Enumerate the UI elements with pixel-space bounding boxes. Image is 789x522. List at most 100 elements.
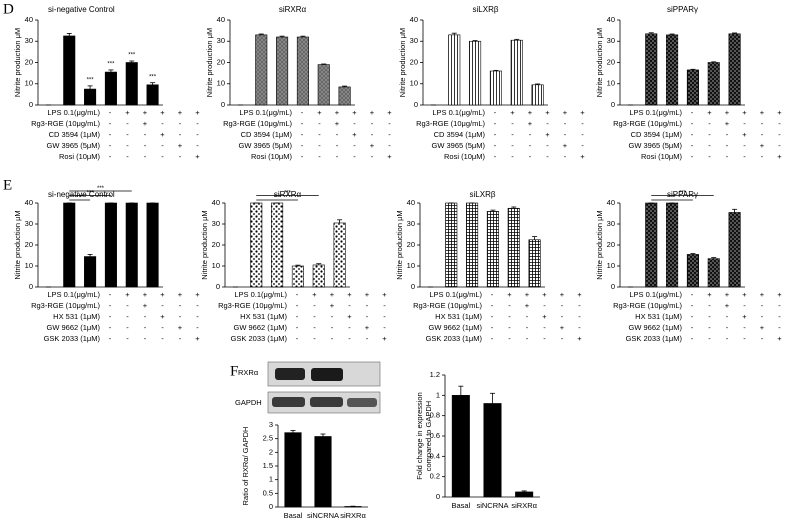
- condition-sign: +: [580, 152, 585, 161]
- condition-sign: -: [708, 323, 711, 332]
- y-tick-label: 0: [221, 100, 225, 109]
- condition-label: GW 9662 (1μM): [234, 323, 288, 332]
- condition-sign: -: [708, 119, 711, 128]
- condition-label: GW 3965 (5μM): [239, 141, 293, 150]
- condition-sign: -: [543, 334, 546, 343]
- bar: [84, 256, 97, 288]
- condition-sign: -: [494, 141, 497, 150]
- condition-sign: -: [581, 130, 584, 139]
- condition-label: Rosi (10μM): [641, 152, 682, 161]
- condition-sign: +: [330, 301, 335, 310]
- condition-label: GSK 2033 (1μM): [44, 334, 101, 343]
- condition-sign: -: [109, 290, 112, 299]
- condition-label: GW 9662 (1μM): [47, 323, 101, 332]
- bar: [515, 491, 534, 498]
- condition-sign: -: [529, 141, 532, 150]
- condition-label: Rosi (10μM): [444, 152, 485, 161]
- bar: [466, 202, 479, 288]
- condition-sign: -: [161, 334, 164, 343]
- y-tick-label: 40: [407, 198, 415, 207]
- condition-label: LPS 0.1(μg/mL): [629, 290, 682, 299]
- bar: [271, 202, 284, 288]
- condition-sign: +: [577, 334, 582, 343]
- y-tick-label: 0.5: [263, 488, 273, 497]
- condition-sign: -: [196, 119, 199, 128]
- bar: [666, 202, 679, 288]
- condition-sign: -: [546, 119, 549, 128]
- condition-sign: -: [726, 312, 729, 321]
- y-tick-label: 0.6: [430, 431, 440, 440]
- condition-sign: -: [691, 130, 694, 139]
- bar: [686, 254, 699, 288]
- condition-sign: -: [301, 108, 304, 117]
- y-axis-label: Nitrite production μM: [395, 210, 404, 279]
- condition-sign: -: [508, 312, 511, 321]
- condition-sign: +: [365, 323, 370, 332]
- condition-sign: -: [144, 323, 147, 332]
- y-tick-label: 0: [29, 282, 33, 291]
- condition-sign: -: [161, 119, 164, 128]
- condition-sign: +: [143, 290, 148, 299]
- condition-sign: -: [366, 312, 369, 321]
- condition-sign: -: [581, 141, 584, 150]
- condition-sign: +: [143, 301, 148, 310]
- y-tick-label: 1: [436, 390, 440, 399]
- condition-sign: -: [778, 141, 781, 150]
- condition-sign: -: [179, 301, 182, 310]
- condition-sign: -: [494, 130, 497, 139]
- condition-sign: +: [387, 152, 392, 161]
- condition-sign: +: [777, 152, 782, 161]
- condition-sign: -: [494, 108, 497, 117]
- y-tick-label: 0: [269, 502, 273, 511]
- x-tick-label: siRXRα: [340, 511, 366, 520]
- condition-sign: +: [525, 301, 530, 310]
- condition-label: Rg3-RGE (10μg/mL): [218, 301, 287, 310]
- condition-sign: -: [336, 141, 339, 150]
- condition-label: Rg3-RGE (10μg/mL): [31, 301, 100, 310]
- condition-sign: -: [491, 290, 494, 299]
- condition-sign: -: [313, 301, 316, 310]
- condition-sign: -: [196, 312, 199, 321]
- condition-sign: +: [725, 108, 730, 117]
- condition-sign: -: [109, 312, 112, 321]
- y-tick-label: 30: [607, 219, 615, 228]
- y-tick-label: 20: [407, 240, 415, 249]
- condition-sign: +: [742, 312, 747, 321]
- bar: [528, 239, 541, 288]
- bar: [63, 202, 76, 288]
- condition-sign: -: [691, 119, 694, 128]
- bar: [317, 64, 330, 106]
- condition-sign: +: [725, 119, 730, 128]
- condition-sign: -: [761, 301, 764, 310]
- y-tick-label: 1: [269, 475, 273, 484]
- condition-label: GW 9662 (1μM): [629, 323, 683, 332]
- condition-sign: -: [109, 141, 112, 150]
- condition-sign: -: [761, 119, 764, 128]
- condition-sign: -: [388, 130, 391, 139]
- condition-label: Rosi (10μM): [251, 152, 292, 161]
- condition-label: GW 3965 (5μM): [47, 141, 101, 150]
- condition-sign: -: [726, 152, 729, 161]
- condition-sign: +: [178, 108, 183, 117]
- bar: [104, 71, 117, 106]
- condition-sign: -: [336, 130, 339, 139]
- condition-sign: +: [525, 290, 530, 299]
- condition-sign: +: [742, 290, 747, 299]
- condition-label: HX 531 (1μM): [635, 312, 682, 321]
- condition-sign: +: [545, 108, 550, 117]
- condition-sign: -: [161, 152, 164, 161]
- condition-sign: +: [507, 290, 512, 299]
- condition-sign: -: [491, 312, 494, 321]
- bar: [531, 84, 544, 106]
- condition-sign: -: [161, 323, 164, 332]
- y-tick-label: 30: [25, 36, 33, 45]
- condition-sign: -: [126, 334, 129, 343]
- x-tick-label: siNCRNA: [307, 511, 339, 520]
- condition-label: CD 3594 (1μM): [49, 130, 101, 139]
- condition-sign: -: [761, 312, 764, 321]
- condition-sign: -: [161, 141, 164, 150]
- condition-sign: -: [564, 130, 567, 139]
- y-tick-label: 10: [25, 79, 33, 88]
- y-tick-label: 30: [212, 219, 220, 228]
- condition-sign: -: [743, 323, 746, 332]
